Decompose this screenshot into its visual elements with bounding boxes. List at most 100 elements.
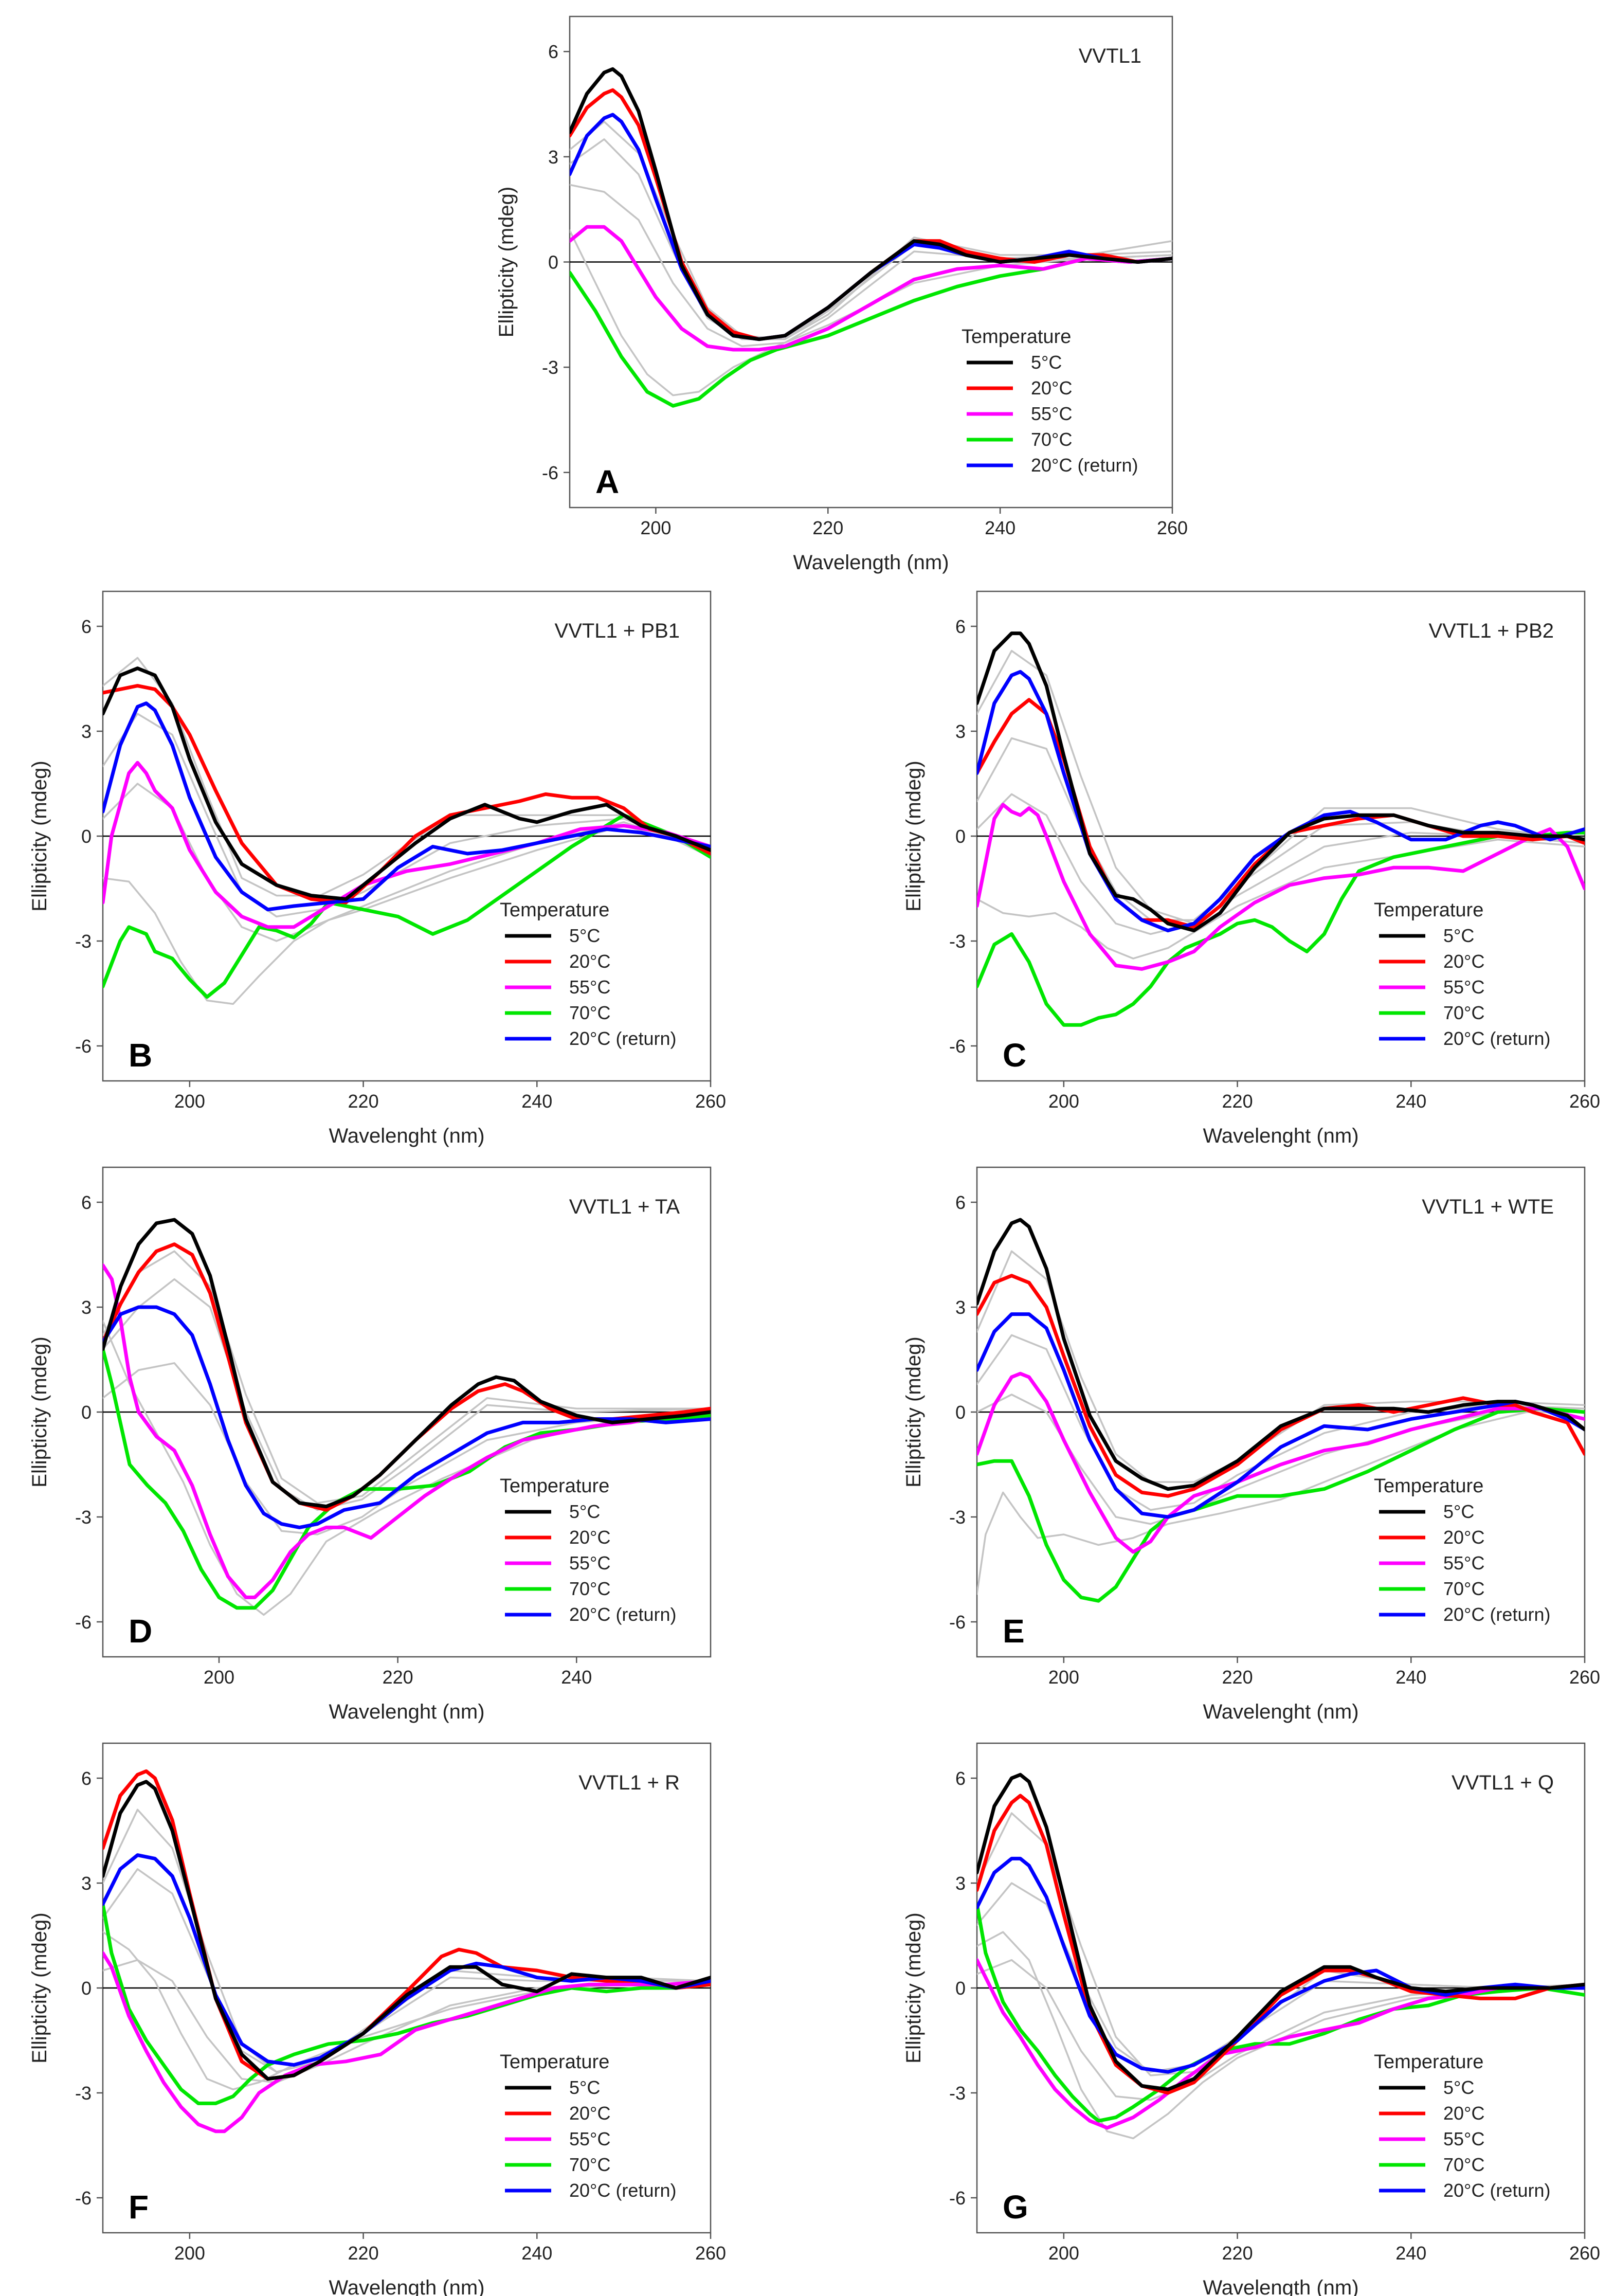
x-axis-label: Wavelenght (nm) (329, 1701, 484, 1723)
intermediate-temperature-trace (977, 1407, 1585, 1595)
series-line-70-c (977, 1902, 1585, 2123)
x-tick-label: 240 (561, 1667, 592, 1688)
intermediate-temperature-trace (977, 1812, 1585, 2076)
x-tick-label: 240 (1395, 2243, 1426, 2264)
legend-label: 5°C (569, 925, 600, 946)
series-line-20-c-return (977, 1856, 1585, 2074)
y-tick-label: -3 (949, 931, 966, 952)
y-axis-label: Ellipticity (mdeg) (495, 187, 518, 337)
panel-title: VVTL1 (1079, 45, 1141, 67)
series-line-20-c-return (103, 1853, 711, 2067)
y-tick-label: 0 (548, 252, 558, 273)
panel-letter: E (1003, 1613, 1025, 1650)
legend-label: 5°C (569, 1501, 600, 1522)
legend-label: 20°C (return) (1031, 455, 1138, 476)
chart-panel-f: 200 220 240 260 -6 -3 0 3 6 Wavelength (nm) Ellipt… (28, 1742, 726, 2296)
intermediate-temperature-trace (570, 120, 1172, 340)
y-tick-label: -3 (75, 2083, 92, 2104)
legend-title: Temperature (500, 1475, 609, 1497)
legend-label: 20°C (return) (569, 1028, 676, 1049)
series-line-5-c (977, 631, 1585, 933)
y-tick-label: 6 (955, 616, 966, 637)
y-tick-label: 6 (81, 1768, 92, 1789)
series-line-20-c-return (103, 701, 711, 912)
y-tick-label: 0 (81, 1402, 92, 1423)
y-tick-label: -3 (75, 931, 92, 952)
legend-label: 20°C (1031, 377, 1072, 399)
legend-label: 55°C (1443, 977, 1484, 998)
legend-label: 20°C (569, 1527, 610, 1548)
legend-label: 20°C (569, 2103, 610, 2124)
trace-group (977, 1218, 1585, 1603)
x-tick-label: 240 (521, 2243, 552, 2264)
chart-panel-c: 200 220 240 260 -6 -3 0 3 6 Wavelenght (nm) Ellipt… (902, 590, 1600, 1147)
intermediate-temperature-trace (103, 824, 711, 1005)
legend-title: Temperature (1374, 899, 1483, 921)
legend: Temperature 5°C 20°C 55°C 70°C 20°C (return) (1374, 1475, 1550, 1625)
x-tick-label: 240 (1395, 1091, 1426, 1112)
y-tick-label: 3 (955, 1873, 966, 1894)
y-tick-label: -3 (949, 1507, 966, 1528)
y-tick-label: 0 (955, 1402, 966, 1423)
chart-panel-a: 200 220 240 260 -6 -3 0 3 6 Wavelength (nm) Ellipt… (495, 15, 1188, 574)
series-line-70-c (103, 1902, 711, 2105)
x-axis-label: Wavelenght (nm) (1203, 1125, 1358, 1147)
intermediate-temperature-trace (103, 1250, 711, 1504)
panel-letter: F (129, 2189, 149, 2226)
series-line-55-c (977, 1371, 1585, 1554)
series-line-5-c (103, 666, 711, 901)
intermediate-temperature-trace (977, 1931, 1585, 2140)
x-tick-label: 220 (1222, 1667, 1253, 1688)
y-tick-label: 6 (81, 1192, 92, 1213)
x-tick-label: 220 (812, 517, 843, 538)
legend: Temperature 5°C 20°C 55°C 70°C 20°C (return) (1374, 899, 1550, 1049)
chart-panel-d: 200 220 240 -6 -3 0 3 6 Wavelenght (nm) Elliptici… (28, 1166, 712, 1723)
chart-panel-b: 200 220 240 260 -6 -3 0 3 6 Wavelenght (nm) Ellipt… (28, 590, 726, 1147)
y-tick-label: -6 (949, 2187, 966, 2209)
legend-label: 20°C (return) (1443, 1604, 1550, 1625)
x-tick-label: 260 (695, 1091, 726, 1112)
series-line-20-c-return (977, 670, 1585, 933)
legend-title: Temperature (500, 2051, 609, 2073)
y-tick-label: 0 (81, 1978, 92, 1999)
legend: Temperature 5°C 20°C 55°C 70°C 20°C (return) (500, 2051, 676, 2201)
x-axis-label: Wavelength (nm) (1203, 2276, 1358, 2296)
x-tick-label: 240 (985, 517, 1015, 538)
y-tick-label: -6 (949, 1612, 966, 1633)
y-axis-label: Ellipticity (mdeg) (28, 1912, 51, 2063)
series-line-5-c (570, 67, 1172, 341)
y-tick-label: 0 (81, 826, 92, 847)
panel-letter: A (595, 463, 619, 500)
x-tick-label: 240 (1395, 1667, 1426, 1688)
legend-label: 55°C (1031, 403, 1072, 424)
legend-title: Temperature (500, 899, 609, 921)
y-tick-label: 6 (955, 1192, 966, 1213)
y-tick-label: -6 (75, 1612, 92, 1633)
legend-title: Temperature (1374, 2051, 1483, 2073)
intermediate-temperature-trace (103, 1362, 711, 1535)
legend-label: 5°C (1443, 1501, 1474, 1522)
series-line-20-c (103, 1769, 711, 2081)
legend-label: 5°C (569, 2077, 600, 2098)
panel-letter: D (129, 1613, 152, 1650)
x-axis-label: Wavelength (nm) (329, 2276, 484, 2296)
y-tick-label: -6 (949, 1036, 966, 1057)
x-axis-label: Wavelength (nm) (793, 551, 949, 574)
series-line-20-c-return (103, 1305, 711, 1529)
series-line-55-c (103, 761, 711, 929)
legend-label: 55°C (569, 2128, 610, 2149)
series-line-5-c (977, 1773, 1585, 2091)
legend-label: 55°C (1443, 2128, 1484, 2149)
legend-label: 55°C (1443, 1552, 1484, 1574)
y-tick-label: -6 (75, 2187, 92, 2209)
panel-letter: C (1003, 1037, 1026, 1074)
panel-letter: B (129, 1037, 152, 1074)
panel-title: VVTL1 + PB1 (555, 620, 680, 642)
intermediate-temperature-trace (103, 1931, 711, 2090)
x-tick-label: 200 (1048, 1667, 1079, 1688)
y-tick-label: 3 (81, 721, 92, 742)
y-tick-label: 0 (955, 1978, 966, 1999)
y-tick-label: 3 (548, 147, 558, 168)
legend-label: 55°C (569, 1552, 610, 1574)
trace-group (570, 67, 1172, 408)
